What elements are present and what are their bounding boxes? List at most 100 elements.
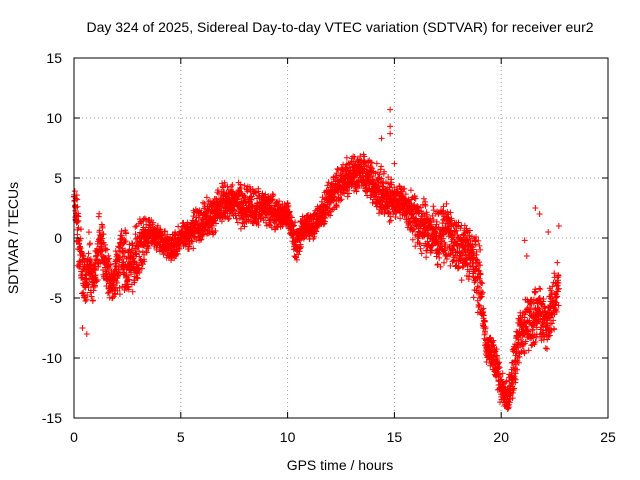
data-point <box>490 341 497 348</box>
data-point <box>481 317 488 324</box>
data-point <box>136 269 143 276</box>
data-point <box>487 334 494 341</box>
data-point <box>99 224 106 231</box>
data-point <box>430 203 437 210</box>
data-point <box>122 238 129 245</box>
data-point <box>150 219 157 226</box>
data-point <box>537 286 544 293</box>
data-point <box>248 193 255 200</box>
data-point <box>344 186 351 193</box>
data-point <box>433 218 440 225</box>
data-point <box>455 264 462 271</box>
data-point <box>107 261 114 268</box>
data-point <box>164 231 171 238</box>
data-point <box>342 165 349 172</box>
data-point-outlier <box>391 160 398 167</box>
data-point <box>175 223 182 230</box>
data-point <box>541 319 548 326</box>
data-point <box>416 240 423 247</box>
data-point <box>509 395 516 402</box>
data-point <box>555 302 562 309</box>
data-point <box>530 310 537 317</box>
data-point <box>116 284 123 291</box>
data-point <box>198 236 205 243</box>
data-point <box>555 285 562 292</box>
data-point-outlier <box>536 211 543 217</box>
data-point <box>532 338 539 345</box>
data-point <box>78 226 85 233</box>
data-point <box>548 311 555 318</box>
data-point <box>77 235 84 242</box>
data-point <box>210 199 217 206</box>
data-point <box>320 221 327 228</box>
data-point <box>123 273 130 280</box>
data-point <box>160 251 167 258</box>
data-point <box>453 227 460 234</box>
data-point <box>126 276 133 283</box>
data-point <box>414 203 421 210</box>
data-point <box>107 265 114 272</box>
data-point <box>518 316 525 323</box>
data-point <box>84 292 91 299</box>
data-point <box>473 248 480 255</box>
data-point <box>385 210 392 217</box>
data-point <box>343 154 350 161</box>
data-point <box>141 215 148 222</box>
data-point <box>496 359 503 366</box>
x-tick-label: 5 <box>177 429 185 445</box>
data-point <box>447 209 454 216</box>
data-point <box>409 236 416 243</box>
data-point <box>221 182 228 189</box>
data-point <box>512 376 519 383</box>
data-point <box>479 280 486 287</box>
data-point <box>544 345 551 352</box>
data-point <box>449 247 456 254</box>
data-point <box>514 354 521 361</box>
data-point <box>162 228 169 235</box>
data-point <box>478 290 485 297</box>
data-point <box>422 201 429 208</box>
data-point <box>477 262 484 269</box>
data-point <box>373 203 380 210</box>
data-point <box>554 293 561 300</box>
data-point <box>381 168 388 175</box>
data-point <box>549 283 556 290</box>
data-point <box>441 259 448 266</box>
data-point <box>92 267 99 274</box>
data-point <box>172 231 179 238</box>
data-point <box>269 191 276 198</box>
data-point <box>385 174 392 181</box>
data-point <box>338 196 345 203</box>
data-point <box>293 256 300 263</box>
data-point-outlier <box>387 106 394 113</box>
data-point <box>229 206 236 213</box>
data-point <box>87 262 94 269</box>
data-point <box>482 325 489 332</box>
data-point <box>455 219 462 226</box>
data-point <box>480 305 487 312</box>
data-point <box>100 231 107 238</box>
data-point <box>479 289 486 296</box>
data-point <box>432 229 439 236</box>
data-point <box>470 246 477 253</box>
data-point <box>534 319 541 326</box>
data-point <box>476 259 483 266</box>
data-point <box>548 320 555 327</box>
data-point-outlier <box>378 135 385 142</box>
data-point <box>346 160 353 167</box>
data-point <box>511 375 518 382</box>
y-tick-label: 10 <box>46 110 62 126</box>
data-point <box>551 326 558 333</box>
data-point <box>381 210 388 217</box>
data-point <box>417 225 424 232</box>
data-point <box>234 195 241 202</box>
data-point <box>476 302 483 309</box>
data-point <box>189 238 196 245</box>
data-point <box>74 203 81 210</box>
data-point <box>388 176 395 183</box>
data-point <box>212 228 219 235</box>
data-point <box>476 284 483 291</box>
data-point <box>467 237 474 244</box>
data-point-outlier <box>83 331 90 337</box>
data-point <box>473 234 480 241</box>
